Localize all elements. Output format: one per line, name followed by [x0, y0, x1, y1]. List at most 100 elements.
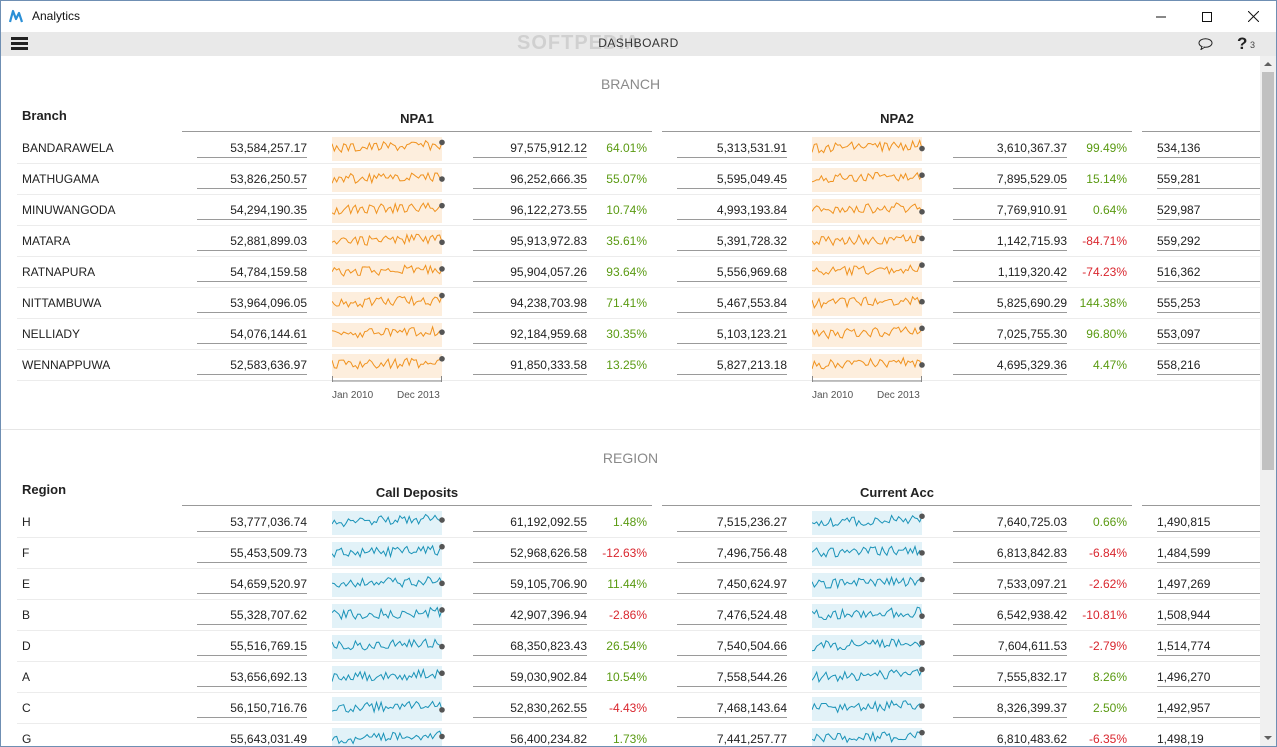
scroll-down-icon[interactable] [1264, 736, 1272, 740]
table-row[interactable]: MATHUGAMA 53,826,250.57 96,252,666.35 55.07… [17, 164, 1260, 195]
table-row[interactable]: NELLIADY 54,076,144.61 92,184,959.68 30.35%… [17, 319, 1260, 350]
row-label: F [22, 546, 30, 560]
row-divider [17, 225, 1260, 226]
measure-3-value: 1,498,19 [1157, 732, 1204, 746]
value-underline [1157, 219, 1260, 220]
value-underline [677, 188, 787, 189]
table-row[interactable]: NITTAMBUWA 53,964,096.05 94,238,703.98 71.4… [17, 288, 1260, 319]
row-divider [17, 318, 1260, 319]
value-underline [677, 157, 787, 158]
maximize-button[interactable] [1184, 1, 1230, 32]
value-underline [677, 343, 787, 344]
measure-2-value: 7,496,756.48 [716, 546, 787, 560]
row-divider [17, 256, 1260, 257]
measure-1-compare: 42,907,396.94 [510, 608, 587, 622]
measure-1-change: 71.41% [606, 296, 647, 310]
measure-1-change: 13.25% [606, 358, 647, 372]
value-underline [197, 531, 307, 532]
measure-2-compare: 5,825,690.29 [996, 296, 1067, 310]
measure-1-change: 64.01% [606, 141, 647, 155]
value-underline [1157, 655, 1260, 656]
table-row[interactable]: E 54,659,520.97 59,105,706.90 11.44% 7,450,6… [17, 569, 1260, 600]
table-row[interactable]: H 53,777,036.74 61,192,092.55 1.48% 7,515,23… [17, 507, 1260, 538]
compare-underline [953, 250, 1067, 251]
row-divider [17, 537, 1260, 538]
comment-icon[interactable] [1198, 38, 1213, 50]
value-underline [197, 717, 307, 718]
measure-3-value: 529,987 [1157, 203, 1201, 217]
row-label: NELLIADY [22, 327, 81, 341]
hamburger-menu-icon[interactable] [11, 37, 29, 51]
measure-2-value: 7,441,257.77 [716, 732, 787, 746]
value-underline [677, 593, 787, 594]
measure-1-compare: 95,913,972.83 [510, 234, 587, 248]
measure-1-compare: 95,904,057.26 [510, 265, 587, 279]
measure-1-value: 53,964,096.05 [230, 296, 307, 310]
watermark: SOFTPEDIA [517, 32, 641, 54]
help-icon[interactable]: ? [1237, 34, 1248, 53]
measure-2-sparkline [812, 511, 925, 535]
measure-2-change: 0.66% [1092, 515, 1127, 529]
measure-1-change: -2.86% [608, 608, 647, 622]
row-label: NITTAMBUWA [22, 296, 102, 310]
measure-2-change: 8.26% [1092, 670, 1127, 684]
table-row[interactable]: D 55,516,769.15 68,350,823.43 26.54% 7,540,5… [17, 631, 1260, 662]
row-label: B [22, 608, 31, 622]
measure-2-sparkline [812, 666, 925, 690]
measure-3-value: 553,097 [1157, 327, 1201, 341]
measure-2-value: 7,468,143.64 [716, 701, 787, 715]
measure-3-value: 558,216 [1157, 358, 1201, 372]
close-icon [1247, 11, 1259, 22]
minimize-button[interactable] [1138, 1, 1184, 32]
maximize-icon [1202, 11, 1212, 22]
measure-1-compare: 96,252,666.35 [510, 172, 587, 186]
table-row[interactable]: RATNAPURA 54,784,159.58 95,904,057.26 93.64… [17, 257, 1260, 288]
branch-measure-2-title: NPA2 [880, 111, 914, 126]
measure-1-divider [182, 505, 652, 506]
row-label: MATHUGAMA [22, 172, 100, 186]
measure-3-value: 1,490,815 [1157, 515, 1211, 529]
region-measure-2-title: Current Acc [860, 485, 934, 500]
compare-underline [953, 624, 1067, 625]
value-underline [197, 562, 307, 563]
table-row[interactable]: F 55,453,509.73 52,968,626.58 -12.63% 7,496,… [17, 538, 1260, 569]
measure-2-compare: 7,769,910.91 [996, 203, 1067, 217]
axis-start-label: Jan 2010 [812, 390, 854, 401]
measure-1-sparkline [332, 728, 445, 746]
compare-underline [473, 312, 587, 313]
table-row[interactable]: BANDARAWELA 53,584,257.17 97,575,912.12 64.… [17, 133, 1260, 164]
value-underline [197, 281, 307, 282]
measure-1-change: 26.54% [606, 639, 647, 653]
measure-2-value: 5,827,213.18 [716, 358, 787, 372]
measure-2-compare: 4,695,329.36 [996, 358, 1067, 372]
row-label: WENNAPPUWA [22, 358, 111, 372]
scroll-up-icon[interactable] [1264, 62, 1272, 66]
vertical-scrollbar[interactable] [1260, 56, 1276, 746]
row-divider [17, 568, 1260, 569]
table-row[interactable]: G 55,643,031.49 56,400,234.82 1.73% 7,441,25… [17, 724, 1260, 746]
table-row[interactable]: A 53,656,692.13 59,030,902.84 10.54% 7,558,5… [17, 662, 1260, 693]
measure-1-value: 53,584,257.17 [230, 141, 307, 155]
window-title: Analytics [32, 9, 81, 23]
measure-2-sparkline [812, 168, 925, 192]
measure-2-value: 7,476,524.48 [716, 608, 787, 622]
scrollbar-thumb[interactable] [1262, 72, 1274, 470]
measure-1-compare: 59,030,902.84 [510, 670, 587, 684]
value-underline [677, 562, 787, 563]
compare-underline [473, 624, 587, 625]
row-divider [17, 599, 1260, 600]
table-row[interactable]: C 56,150,716.76 52,830,262.55 -4.43% 7,468,1… [17, 693, 1260, 724]
close-button[interactable] [1230, 1, 1276, 32]
table-row[interactable]: MINUWANGODA 54,294,190.35 96,122,273.55 10.… [17, 195, 1260, 226]
table-row[interactable]: WENNAPPUWA 52,583,636.97 91,850,333.58 13.2… [17, 350, 1260, 381]
value-underline [1157, 531, 1260, 532]
measure-1-sparkline [332, 573, 445, 597]
value-underline [197, 686, 307, 687]
row-label: MATARA [22, 234, 71, 248]
table-row[interactable]: B 55,328,707.62 42,907,396.94 -2.86% 7,476,5… [17, 600, 1260, 631]
measure-1-compare: 52,968,626.58 [510, 546, 587, 560]
measure-2-value: 7,558,544.26 [716, 670, 787, 684]
measure-3-value: 559,292 [1157, 234, 1201, 248]
dashboard-content: BRANCH Branch NPA1 NPA2 BANDARAWELA 53,58… [1, 56, 1260, 746]
table-row[interactable]: MATARA 52,881,899.03 95,913,972.83 35.61% 5,… [17, 226, 1260, 257]
